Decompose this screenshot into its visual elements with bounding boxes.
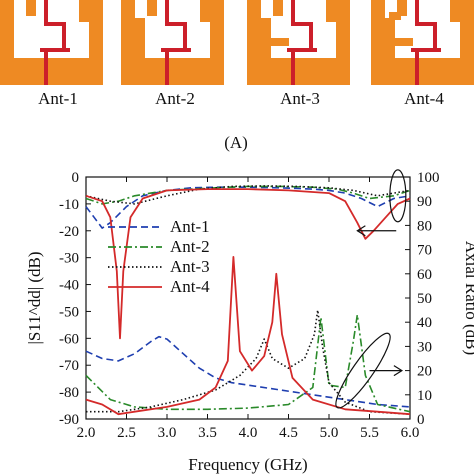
legend-label: Ant-2: [170, 237, 210, 256]
antenna-images: [0, 0, 474, 85]
feed-line: [62, 22, 66, 50]
y-tick-label-right: 40: [417, 315, 432, 331]
antenna-stub: [326, 0, 336, 22]
y-tick-label-left: -30: [59, 251, 79, 267]
antenna-stub: [147, 0, 157, 16]
series-ant-3-right: [86, 309, 411, 415]
y-tick-label-left: -90: [59, 412, 79, 428]
x-tick-label: 4.0: [239, 425, 258, 441]
series-ant-3-left: [85, 185, 411, 205]
antenna-label-3: Ant-3: [280, 89, 320, 108]
antenna-label-4: Ant-4: [404, 89, 444, 108]
feed-line: [44, 22, 66, 26]
antenna-stub: [273, 0, 283, 16]
y-tick-label-right: 10: [417, 388, 432, 404]
antenna-stub: [385, 38, 413, 46]
y-tick-label-right: 0: [417, 412, 425, 428]
feed-line: [309, 22, 313, 50]
antenna-stub: [200, 0, 210, 22]
y-tick-label-left: -20: [59, 224, 79, 240]
annotation-ellipse: [335, 332, 391, 409]
x-tick-label: 5.0: [320, 425, 339, 441]
plot-frame: [85, 176, 411, 420]
feed-line: [415, 52, 419, 85]
feed-line: [415, 22, 437, 26]
legend-label: Ant-4: [170, 277, 210, 296]
feed-line: [44, 0, 48, 24]
y-tick-label-left: -60: [59, 331, 79, 347]
y-tick-label-right: 80: [417, 218, 432, 234]
series-ant-4-right: [85, 255, 411, 416]
feed-line: [161, 48, 191, 52]
feed-line: [291, 0, 295, 24]
chart-area: 2.0 2.5 3.0 3.5 4.0 4.5 5.0 5.5 6.00-10-20-30-40…: [25, 169, 474, 474]
antenna-stub: [397, 0, 407, 16]
legend-label: Ant-3: [170, 257, 210, 276]
antenna-3: [247, 0, 350, 85]
x-tick-label: 4.5: [279, 425, 298, 441]
y-tick-label-right: 70: [417, 243, 432, 259]
y-axis-label-left: |S11^dd| (dB): [25, 251, 44, 344]
feed-line: [44, 52, 48, 85]
antenna-stub: [79, 0, 89, 22]
arrow-head: [393, 365, 404, 377]
series-ant-1-left: [85, 186, 411, 229]
antenna-stub: [261, 38, 289, 46]
y-tick-label-left: -10: [59, 197, 79, 213]
y-tick-label-left: -50: [59, 304, 79, 320]
x-tick-label: 3.5: [198, 425, 217, 441]
antenna-1: [0, 0, 103, 85]
x-tick-label: 6.0: [401, 425, 420, 441]
antenna-label-2: Ant-2: [155, 89, 195, 108]
y-tick-label-right: 30: [417, 339, 432, 355]
series-ant-2-right: [85, 314, 411, 413]
annotation-ellipse: [389, 169, 407, 223]
antenna-stub: [389, 12, 401, 20]
y-tick-label-left: -40: [59, 278, 79, 294]
feed-line: [411, 48, 441, 52]
feed-line: [165, 22, 187, 26]
y-tick-label-right: 50: [417, 291, 432, 307]
feed-line: [433, 22, 437, 50]
y-tick-label-right: 20: [417, 364, 432, 380]
y-tick-label-right: 60: [417, 267, 432, 283]
x-tick-label: 3.0: [158, 425, 177, 441]
y-tick-label-right: 90: [417, 194, 432, 210]
series-ant-1-right: [85, 335, 411, 408]
panel-label: (A): [224, 133, 248, 152]
y-axis-label-right: Axial Ratio (dB): [462, 241, 474, 355]
x-tick-label: 5.5: [360, 425, 379, 441]
feed-line: [291, 52, 295, 85]
y-tick-label-right: 100: [417, 170, 440, 186]
antenna-2: [121, 0, 224, 85]
x-tick-label: 2.0: [77, 425, 96, 441]
y-tick-label-left: -80: [59, 385, 79, 401]
x-axis-label: Frequency (GHz): [188, 455, 307, 474]
feed-line: [40, 48, 70, 52]
y-tick-label-left: -70: [59, 358, 79, 374]
antenna-stub: [26, 0, 36, 16]
feed-line: [287, 48, 317, 52]
feed-line: [415, 0, 419, 24]
y-tick-label-left: 0: [72, 170, 80, 186]
feed-line: [165, 52, 169, 85]
antenna-stub: [135, 18, 145, 58]
arrow-head: [356, 225, 366, 237]
antenna-stub: [450, 0, 460, 22]
legend-label: Ant-1: [170, 217, 210, 236]
antenna-label-1: Ant-1: [38, 89, 78, 108]
antenna-4: [371, 0, 474, 85]
x-tick-label: 2.5: [117, 425, 136, 441]
feed-line: [291, 22, 313, 26]
feed-line: [165, 0, 169, 24]
feed-line: [183, 22, 187, 50]
series-ant-4-left: [85, 188, 411, 340]
